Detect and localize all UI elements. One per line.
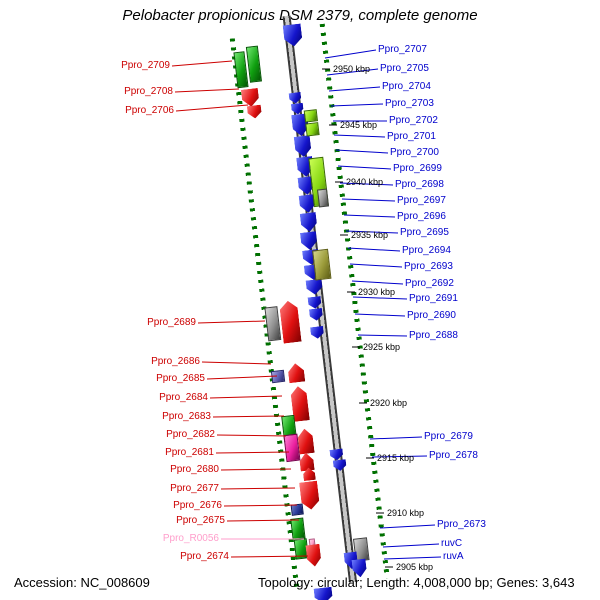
gene-label-right[interactable]: Ppro_2690 (407, 310, 456, 321)
gene-glyph-lime-box[interactable] (305, 122, 320, 137)
connector-line (352, 296, 408, 300)
gene-label-right[interactable]: ruvA (443, 551, 464, 562)
gene-label-right[interactable]: Ppro_2696 (397, 211, 446, 222)
gene-glyph-slate-box[interactable] (270, 369, 286, 384)
gene-label-right[interactable]: Ppro_2678 (429, 450, 478, 461)
connector-line (382, 543, 440, 548)
gene-label-left[interactable]: Ppro_2675 (176, 515, 225, 526)
gene-label-left[interactable]: Ppro_2682 (166, 429, 215, 440)
gene-glyph-red-up[interactable] (287, 362, 305, 383)
connector-line (333, 134, 386, 138)
connector-line (354, 313, 406, 317)
gene-label-right[interactable]: Ppro_2679 (424, 431, 473, 442)
connector-line (326, 68, 379, 76)
gene-label-right[interactable]: Ppro_2698 (395, 179, 444, 190)
gene-label-left[interactable]: Ppro_2706 (125, 105, 174, 116)
connector-line (174, 88, 240, 93)
status-bar: Accession: NC_008609 Topology: circular;… (0, 573, 600, 595)
gene-label-right[interactable]: Ppro_2692 (405, 278, 454, 289)
connector-line (324, 49, 377, 59)
connector-line (349, 263, 403, 268)
connector-line (330, 103, 384, 107)
gene-label-right[interactable]: ruvC (441, 538, 463, 549)
connector-line (379, 524, 436, 529)
dotted-ring-right (319, 23, 390, 579)
gene-label-right[interactable]: Ppro_2694 (402, 245, 451, 256)
gene-label-left[interactable]: Ppro_2677 (170, 483, 219, 494)
connector-line (197, 320, 266, 324)
genome-title: Pelobacter propionicus DSM 2379, complet… (122, 7, 478, 24)
gene-label-left[interactable]: Ppro_2709 (121, 60, 170, 71)
connector-line (371, 455, 428, 458)
gene-glyph-green-box[interactable] (245, 45, 262, 83)
gene-glyph-red-up[interactable] (297, 428, 315, 455)
connector-line (337, 165, 392, 170)
connector-line (171, 60, 233, 67)
gene-label-left[interactable]: Ppro_2685 (156, 373, 205, 384)
gene-label-left[interactable]: Ppro_2683 (162, 411, 211, 422)
gene-glyph-red-down[interactable] (241, 88, 260, 108)
gene-label-right[interactable]: Ppro_2688 (409, 330, 458, 341)
gene-label-right[interactable]: Ppro_2693 (404, 261, 453, 272)
gene-label-right[interactable]: Ppro_2705 (380, 63, 429, 74)
gene-label-right[interactable]: Ppro_2700 (390, 147, 439, 158)
kbp-tick-label: 2940 kbp (346, 177, 384, 187)
gene-label-right[interactable]: Ppro_2695 (400, 227, 449, 238)
connector-line (339, 182, 394, 186)
kbp-tick-label: 2925 kbp (363, 342, 401, 352)
gene-label-right[interactable]: Ppro_2707 (378, 44, 427, 55)
connector-line (383, 556, 442, 560)
connector-line (347, 247, 401, 252)
gene-glyph-red-down[interactable] (305, 544, 321, 567)
gene-label-right[interactable]: Ppro_2673 (437, 519, 486, 530)
kbp-tick-label: 2910 kbp (387, 508, 425, 518)
gene-glyph-red-up[interactable] (279, 300, 302, 344)
gene-label-left[interactable]: Ppro_2681 (165, 447, 214, 458)
gene-glyph-lime-box[interactable] (303, 109, 319, 123)
connector-line (357, 334, 408, 337)
gene-label-left[interactable]: Ppro_R0056 (162, 533, 219, 544)
gene-label-right[interactable]: Ppro_2697 (397, 195, 446, 206)
connector-line (335, 149, 389, 154)
gene-glyph-navy-box[interactable] (290, 503, 304, 516)
gene-label-right[interactable]: Ppro_2704 (382, 81, 431, 92)
gene-glyph-green-box[interactable] (290, 517, 306, 540)
connector-line (369, 436, 423, 440)
connector-line (206, 375, 278, 380)
connector-line (345, 230, 399, 234)
gene-label-left[interactable]: Ppro_2689 (147, 317, 196, 328)
connector-line (201, 361, 272, 365)
gene-label-right[interactable]: Ppro_2702 (389, 115, 438, 126)
gene-glyph-olive-box[interactable] (312, 248, 332, 281)
gene-glyph-gray-box[interactable] (316, 188, 330, 208)
gene-glyph-red-down[interactable] (247, 105, 262, 120)
gene-label-right[interactable]: Ppro_2701 (387, 131, 436, 142)
gene-glyph-blue-down[interactable] (294, 135, 312, 158)
gene-label-left[interactable]: Ppro_2684 (159, 392, 208, 403)
kbp-tick-label: 2920 kbp (370, 398, 408, 408)
kbp-tick-label: 2905 kbp (396, 562, 434, 572)
accession-text: Accession: NC_008609 (14, 575, 150, 590)
gene-label-left[interactable]: Ppro_2676 (173, 500, 222, 511)
topology-text: Topology: circular; Length: 4,008,000 bp… (258, 575, 575, 590)
gene-label-right[interactable]: Ppro_2691 (409, 293, 458, 304)
kbp-tick-label: 2935 kbp (351, 230, 389, 240)
gene-glyph-red-up[interactable] (299, 452, 315, 472)
connector-line (351, 280, 404, 285)
gene-label-left[interactable]: Ppro_2686 (151, 356, 200, 367)
gene-label-left[interactable]: Ppro_2708 (124, 86, 173, 97)
kbp-tick-label: 2950 kbp (333, 64, 371, 74)
gene-glyph-gray-box[interactable] (264, 306, 282, 342)
connector-line (343, 214, 396, 218)
connector-line (341, 198, 396, 202)
gene-label-left[interactable]: Ppro_2674 (180, 551, 229, 562)
kbp-tick-label: 2915 kbp (377, 453, 415, 463)
kbp-tick-label: 2930 kbp (358, 287, 396, 297)
gene-label-left[interactable]: Ppro_2680 (170, 464, 219, 475)
connector-line (328, 86, 381, 92)
kbp-tick-label: 2945 kbp (340, 120, 378, 130)
gene-label-right[interactable]: Ppro_2703 (385, 98, 434, 109)
gene-label-right[interactable]: Ppro_2699 (393, 163, 442, 174)
